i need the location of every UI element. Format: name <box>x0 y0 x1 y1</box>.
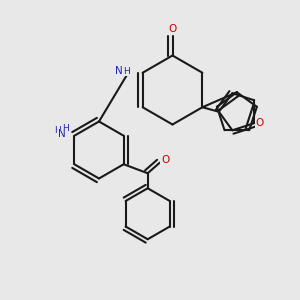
Text: H: H <box>54 126 61 135</box>
Text: O: O <box>255 118 264 128</box>
Text: O: O <box>168 24 177 34</box>
Text: N: N <box>115 66 122 76</box>
Text: H: H <box>62 124 69 133</box>
Text: H: H <box>123 67 130 76</box>
Text: O: O <box>161 155 169 165</box>
Text: N: N <box>58 129 66 139</box>
